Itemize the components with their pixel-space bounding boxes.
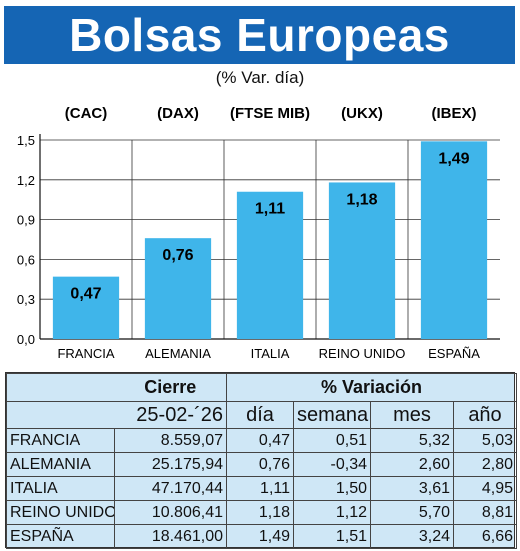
y-tick-label: 0,6 [17,252,35,267]
row-country: ESPAÑA [6,524,115,549]
index-label: (CAC) [65,105,108,122]
row-year: 8,81 [453,500,517,525]
row-day: 1,18 [226,500,294,525]
row-month: 5,32 [370,428,454,453]
table-header-week: semana [293,401,371,429]
index-label: (UKX) [341,105,383,122]
bar-chart: 0,0 0,3 0,6 0,9 1,2 1,5 0,47 FRANCIA (CAC) 0,76 AL… [17,105,500,361]
bar [328,182,396,339]
x-tick-label: ALEMANIA [145,346,211,361]
x-tick-label: FRANCIA [57,346,114,361]
table-header-year: año [453,401,517,429]
data-label: 1,18 [346,191,377,208]
table-header-day: día [226,401,294,429]
row-close: 25.175,94 [114,452,227,477]
x-tick-label: REINO UNIDO [319,346,406,361]
chart-subtitle: (% Var. día) [215,68,305,87]
row-week: 1,12 [293,500,371,525]
row-close: 47.170,44 [114,476,227,501]
row-close: 18.461,00 [114,524,227,549]
row-day: 1,11 [226,476,294,501]
row-day: 0,47 [226,428,294,453]
y-tick-label: 0,3 [17,292,35,307]
x-tick-label: ITALIA [251,346,290,361]
y-tick-label: 1,5 [17,133,35,148]
row-month: 3,61 [370,476,454,501]
row-month: 2,60 [370,452,454,477]
table-row: FRANCIA 8.559,07 0,47 0,51 5,32 5,03 [6,428,517,453]
table-header-date: 25-02-´26 [114,401,227,429]
row-month: 3,24 [370,524,454,549]
row-day: 1,49 [226,524,294,549]
table-row: REINO UNIDO 10.806,41 1,18 1,12 5,70 8,8… [6,500,517,525]
table-header-close: Cierre [114,373,227,402]
data-label: 0,76 [162,247,193,264]
row-week: 1,51 [293,524,371,549]
row-country: REINO UNIDO [6,500,115,525]
bar [420,141,488,339]
row-day: 0,76 [226,452,294,477]
index-label: (IBEX) [432,105,477,122]
index-label: (FTSE MIB) [230,105,310,122]
table-row: ESPAÑA 18.461,00 1,49 1,51 3,24 6,66 [6,524,517,549]
table-row: ALEMANIA 25.175,94 0,76 -0,34 2,60 2,80 [6,452,517,477]
y-tick-label: 0,9 [17,213,35,228]
stock-table: Cierre % Variación 25-02-´26 día semana … [5,372,517,549]
data-label: 1,11 [255,201,285,218]
bar [52,276,120,339]
data-label: 1,49 [438,150,469,167]
row-year: 6,66 [453,524,517,549]
row-country: ITALIA [6,476,115,501]
table-header-blank [6,401,115,429]
table-row: ITALIA 47.170,44 1,11 1,50 3,61 4,95 [6,476,517,501]
row-month: 5,70 [370,500,454,525]
row-week: 0,51 [293,428,371,453]
table-header-empty [6,373,115,402]
table-header-month: mes [370,401,454,429]
bar [144,238,212,339]
row-close: 8.559,07 [114,428,227,453]
row-close: 10.806,41 [114,500,227,525]
row-country: FRANCIA [6,428,115,453]
row-year: 4,95 [453,476,517,501]
row-week: 1,50 [293,476,371,501]
x-tick-label: ESPAÑA [428,346,480,361]
bar [236,191,304,339]
table-header-variation: % Variación [226,373,517,402]
data-label: 0,47 [70,286,101,303]
y-tick-label: 0,0 [17,332,35,347]
row-year: 2,80 [453,452,517,477]
row-country: ALEMANIA [6,452,115,477]
index-label: (DAX) [157,105,199,122]
row-week: -0,34 [293,452,371,477]
y-tick-label: 1,2 [17,173,35,188]
chart-title: Bolsas Europeas [4,6,515,64]
row-year: 5,03 [453,428,517,453]
